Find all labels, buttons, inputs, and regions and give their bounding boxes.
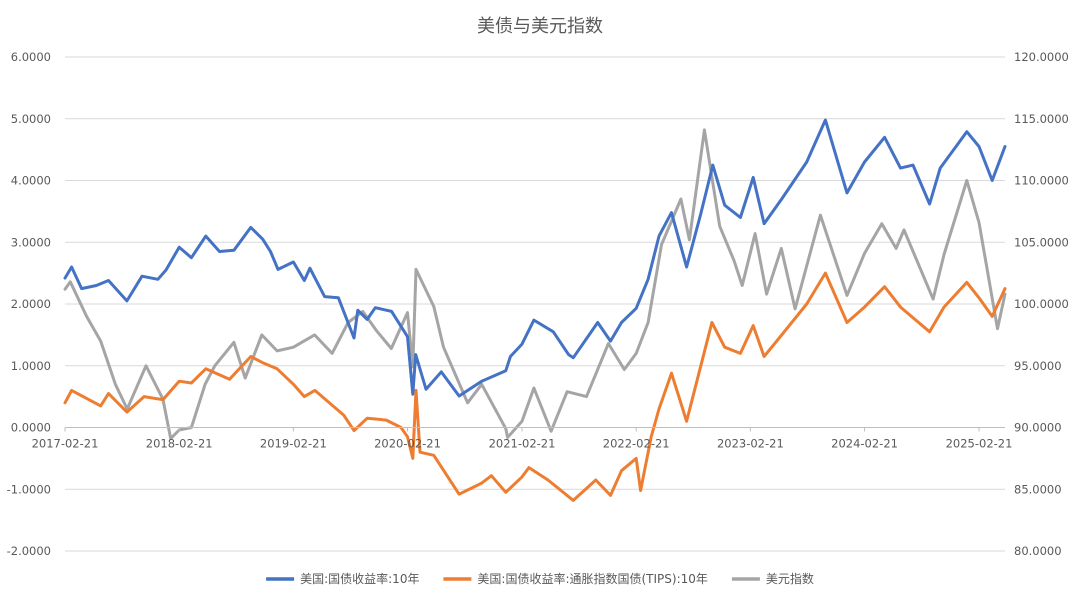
legend: 美国:国债收益率:10年 美国:国债收益率:通胀指数国债(TIPS):10年 美元指… (266, 571, 814, 586)
x-tick-label: 2020-02-21 (374, 437, 441, 451)
left-tick-label: 2.0000 (11, 297, 51, 311)
right-tick-label: 110.0000 (1014, 174, 1069, 188)
right-tick-label: 120.0000 (1014, 50, 1069, 64)
legend-item-2: 美国:国债收益率:通胀指数国债(TIPS):10年 (443, 571, 708, 586)
right-tick-label: 95.0000 (1014, 359, 1062, 373)
series-line-1 (63, 118, 1007, 398)
right-tick-label: 80.0000 (1014, 544, 1062, 558)
legend-label: 美国:国债收益率:通胀指数国债(TIPS):10年 (477, 571, 708, 586)
chart-title: 美债与美元指数 (477, 16, 603, 37)
left-tick-label: 1.0000 (11, 359, 51, 373)
series-line-3 (63, 128, 1007, 441)
left-tick-label: -2.0000 (7, 544, 51, 558)
right-tick-label: 100.0000 (1014, 297, 1069, 311)
legend-item-1: 美国:国债收益率:10年 (266, 571, 419, 586)
right-y-axis: 80.0000 85.0000 90.0000 95.0000 100.0000 105.… (1014, 50, 1069, 558)
legend-label: 美国:国债收益率:10年 (300, 571, 419, 586)
gridlines (65, 56, 1005, 552)
legend-label: 美元指数 (766, 571, 814, 586)
left-tick-label: 3.0000 (11, 235, 51, 249)
x-tick-label: 2021-02-21 (489, 437, 556, 451)
right-tick-label: 105.0000 (1014, 235, 1069, 249)
x-tick-label: 2025-02-21 (946, 437, 1013, 451)
x-tick-label: 2018-02-21 (146, 437, 213, 451)
series-lines (63, 118, 1007, 502)
series-line-2 (63, 271, 1007, 502)
x-tick-label: 2022-02-21 (603, 437, 670, 451)
left-tick-label: 5.0000 (11, 112, 51, 126)
legend-item-3: 美元指数 (731, 571, 814, 586)
left-y-axis: -2.0000 -1.0000 0.0000 1.0000 2.0000 3.0000 4.… (7, 50, 51, 558)
left-tick-label: 6.0000 (11, 50, 51, 64)
left-tick-label: -1.0000 (7, 482, 51, 496)
left-tick-label: 0.0000 (11, 421, 51, 435)
x-tick-label: 2023-02-21 (717, 437, 784, 451)
right-tick-label: 85.0000 (1014, 482, 1062, 496)
x-tick-label: 2017-02-21 (32, 437, 99, 451)
right-tick-label: 115.0000 (1014, 112, 1069, 126)
x-axis: 2017-02-21 2018-02-21 2019-02-21 2020-02-21… (32, 427, 1013, 451)
right-tick-label: 90.0000 (1014, 421, 1062, 435)
x-tick-label: 2019-02-21 (260, 437, 327, 451)
x-tick-label: 2024-02-21 (831, 437, 898, 451)
left-tick-label: 4.0000 (11, 174, 51, 188)
